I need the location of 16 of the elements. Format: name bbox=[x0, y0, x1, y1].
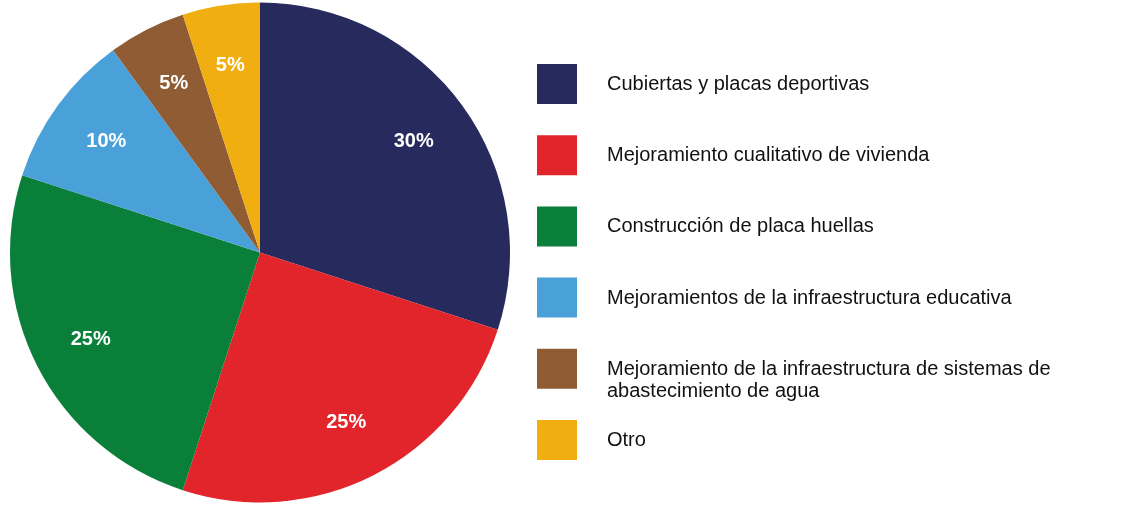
data-label: 5% bbox=[215, 52, 245, 75]
legend-label: Mejoramientos de la infraestructura educativa bbox=[607, 285, 1013, 308]
data-label: 10% bbox=[86, 128, 127, 151]
legend-label: Mejoramiento de la infraestructura de sistemas de abastecimiento de agua bbox=[607, 356, 1051, 401]
data-label: 5% bbox=[159, 71, 189, 94]
data-label: 25% bbox=[70, 326, 111, 349]
legend-label: Mejoramiento cualitativo de vivienda bbox=[607, 143, 931, 166]
pie-slice bbox=[260, 2, 510, 330]
data-label: 25% bbox=[326, 409, 367, 432]
pie-slice bbox=[182, 252, 498, 503]
legend-label: Otro bbox=[607, 428, 646, 450]
legend-label: Construcción de placa huellas bbox=[607, 214, 874, 237]
pie-slice bbox=[10, 175, 260, 491]
data-label: 30% bbox=[393, 128, 434, 151]
legend-label: Cubiertas y placas deportivas bbox=[607, 72, 870, 94]
pie-slice bbox=[22, 50, 260, 253]
